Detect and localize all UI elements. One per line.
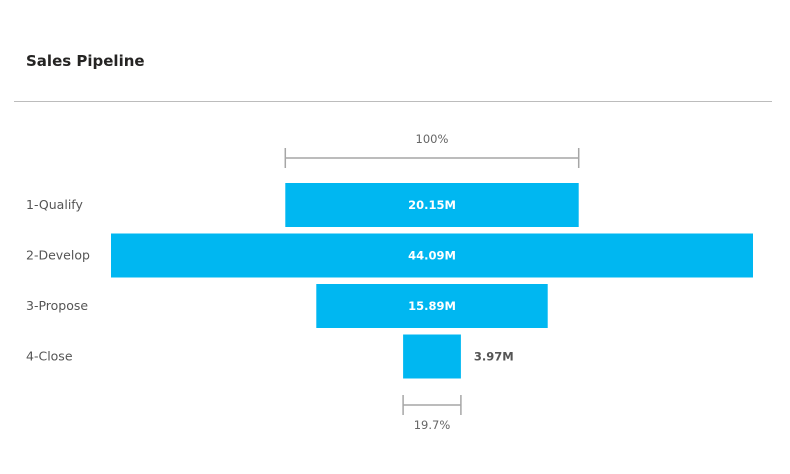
category-label: 2-Develop bbox=[26, 248, 90, 263]
data-label: 20.15M bbox=[408, 198, 456, 212]
category-label: 4-Close bbox=[26, 349, 73, 364]
funnel-bar[interactable] bbox=[285, 183, 579, 227]
funnel-bar[interactable] bbox=[111, 233, 753, 278]
category-label: 3-Propose bbox=[26, 298, 88, 313]
top-percent-bracket: 100% bbox=[284, 132, 580, 168]
funnel-bars: 1-Qualify 20.15M 2-Develop 44.09M 3-Propose 1… bbox=[26, 183, 753, 379]
top-percent-label: 100% bbox=[416, 132, 449, 146]
data-label: 44.09M bbox=[408, 249, 456, 263]
chart-title: Sales Pipeline bbox=[26, 52, 145, 70]
data-label: 3.97M bbox=[474, 350, 514, 364]
data-label: 15.89M bbox=[408, 299, 456, 313]
bottom-percent-bracket: 19.7% bbox=[402, 395, 462, 432]
funnel-bar[interactable] bbox=[316, 284, 548, 328]
category-label: 1-Qualify bbox=[26, 197, 83, 212]
title-divider bbox=[14, 101, 772, 102]
bottom-percent-label: 19.7% bbox=[414, 418, 451, 432]
funnel-bar[interactable] bbox=[403, 334, 461, 379]
